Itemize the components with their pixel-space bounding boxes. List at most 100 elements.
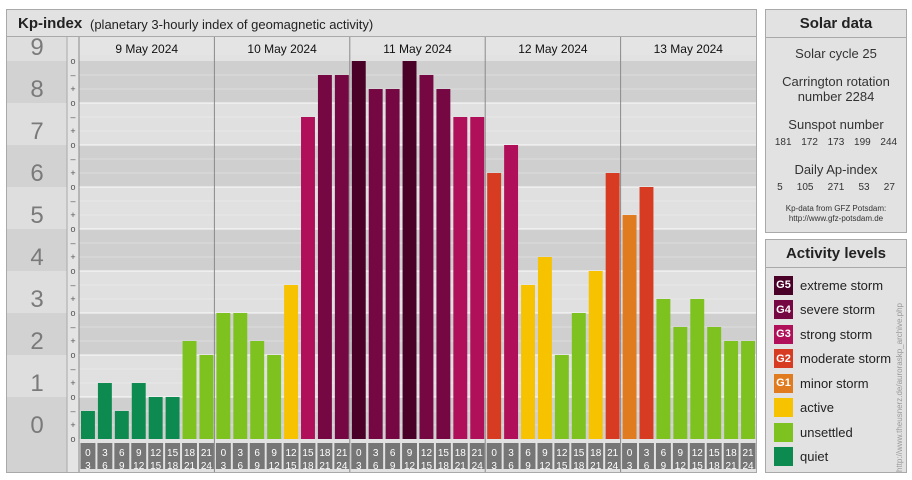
time-interval-cell [80,443,96,469]
day-label: 12 May 2024 [518,42,588,56]
interval-end-label: 3 [627,461,633,472]
kp-bar [605,173,620,439]
interval-end-label: 15 [692,461,704,472]
y-tick-label: 7 [30,118,43,145]
time-interval-cell [232,443,248,469]
time-interval-cell [452,443,468,469]
interval-start-label: 15 [438,448,450,459]
activity-level-label: moderate storm [800,351,892,366]
y-minor-tick-label: + [70,294,75,304]
kp-bar [707,326,722,439]
time-interval-cell [97,443,113,469]
interval-start-label: 0 [356,448,362,459]
kp-band [79,187,756,229]
activity-level-item: active [774,398,834,418]
y-tick-label: 1 [30,370,43,397]
activity-level-swatch [774,422,793,442]
interval-start-label: 3 [238,448,244,459]
activity-level-label: unsettled [800,424,853,440]
chart-subtitle: (planetary 3-hourly index of geomagnetic… [90,17,374,32]
activity-level-swatch: G3 [774,324,793,344]
y-tick-label: 4 [30,244,43,271]
kp-bar [554,355,569,439]
kp-bar [351,61,366,439]
time-interval-cell [182,443,197,469]
interval-end-label: 3 [491,461,497,472]
interval-start-label: 18 [319,448,331,459]
activity-levels-panel: Activity levels G5 extreme storm G4 severe … [765,239,907,473]
kp-scale-band [7,313,67,355]
interval-start-label: 6 [525,448,531,459]
interval-end-label: 12 [404,461,416,472]
time-interval-cell [520,443,536,469]
sunspot-value: 199 [854,137,871,148]
time-interval-cell [283,443,299,469]
kp-bar [622,215,637,439]
y-tick-label: 6 [30,160,43,187]
time-interval-cell [419,443,434,469]
activity-level-label: quiet [800,449,829,464]
kp-bar [199,355,214,439]
solar-cycle-text: Solar cycle 25 [795,46,877,61]
activity-level-label: active [800,400,834,415]
interval-start-label: 12 [692,448,704,459]
interval-end-label: 21 [590,461,602,472]
interval-start-label: 9 [678,448,684,459]
interval-end-label: 24 [742,461,754,472]
kp-scale-band [7,61,67,103]
interval-end-label: 15 [421,461,433,472]
y-minor-tick-label: – [70,238,75,248]
y-tick-label: 5 [30,202,43,229]
interval-start-label: 0 [221,448,227,459]
interval-end-label: 15 [556,461,568,472]
time-interval-cell [131,443,147,469]
y-minor-tick-label: o [70,308,75,318]
kp-bar [571,313,586,439]
interval-end-label: 9 [119,461,125,472]
interval-end-label: 6 [508,461,514,472]
activity-level-item: quiet [774,447,828,467]
y-minor-tick-label: – [70,406,75,416]
time-interval-cell [706,443,722,469]
y-minor-tick-label: + [70,378,75,388]
interval-end-label: 9 [661,461,667,472]
interval-end-label: 24 [472,461,484,472]
interval-start-label: 0 [491,448,497,459]
interval-end-label: 9 [525,461,531,472]
solar-data-heading: Solar data [766,10,906,38]
activity-level-swatch: G2 [774,349,793,368]
day-label: 10 May 2024 [247,42,317,56]
activity-level-item: G2 moderate storm [774,349,891,369]
time-interval-cell [486,443,502,469]
time-interval-cell [435,443,451,469]
kp-bar [741,341,755,439]
y-minor-tick-label: – [70,112,75,122]
sunspot-value: 244 [880,137,898,148]
kp-bar [284,284,299,439]
interval-start-label: 18 [184,448,196,459]
interval-end-label: 15 [286,461,298,472]
time-interval-cell [198,443,214,469]
ap-index-label: Daily Ap-index [794,162,878,177]
credit-link[interactable]: http://www.gfz-potsdam.de [788,214,884,223]
interval-end-label: 12 [675,461,687,472]
y-minor-tick-label: o [70,350,75,360]
kp-bar [148,397,163,439]
y-minor-tick-label: – [70,196,75,206]
interval-start-label: 21 [472,448,484,459]
interval-end-label: 12 [269,461,281,472]
minor-scale-column [67,37,79,472]
interval-end-label: 3 [356,461,362,472]
kp-bar [334,74,349,440]
y-minor-tick-label: o [70,98,75,108]
y-minor-tick-label: o [70,266,75,276]
activity-level-label: minor storm [800,375,869,391]
kp-bar [216,313,231,439]
y-tick-label: 2 [30,328,43,355]
interval-start-label: 9 [407,448,413,459]
interval-start-label: 15 [302,448,314,459]
sunspot-value: 181 [774,137,792,148]
watermark-text: http://www.theusnerz.de/auroraskp_archiv… [895,303,904,472]
kp-bar [233,313,248,439]
ap-value: 53 [858,182,870,193]
